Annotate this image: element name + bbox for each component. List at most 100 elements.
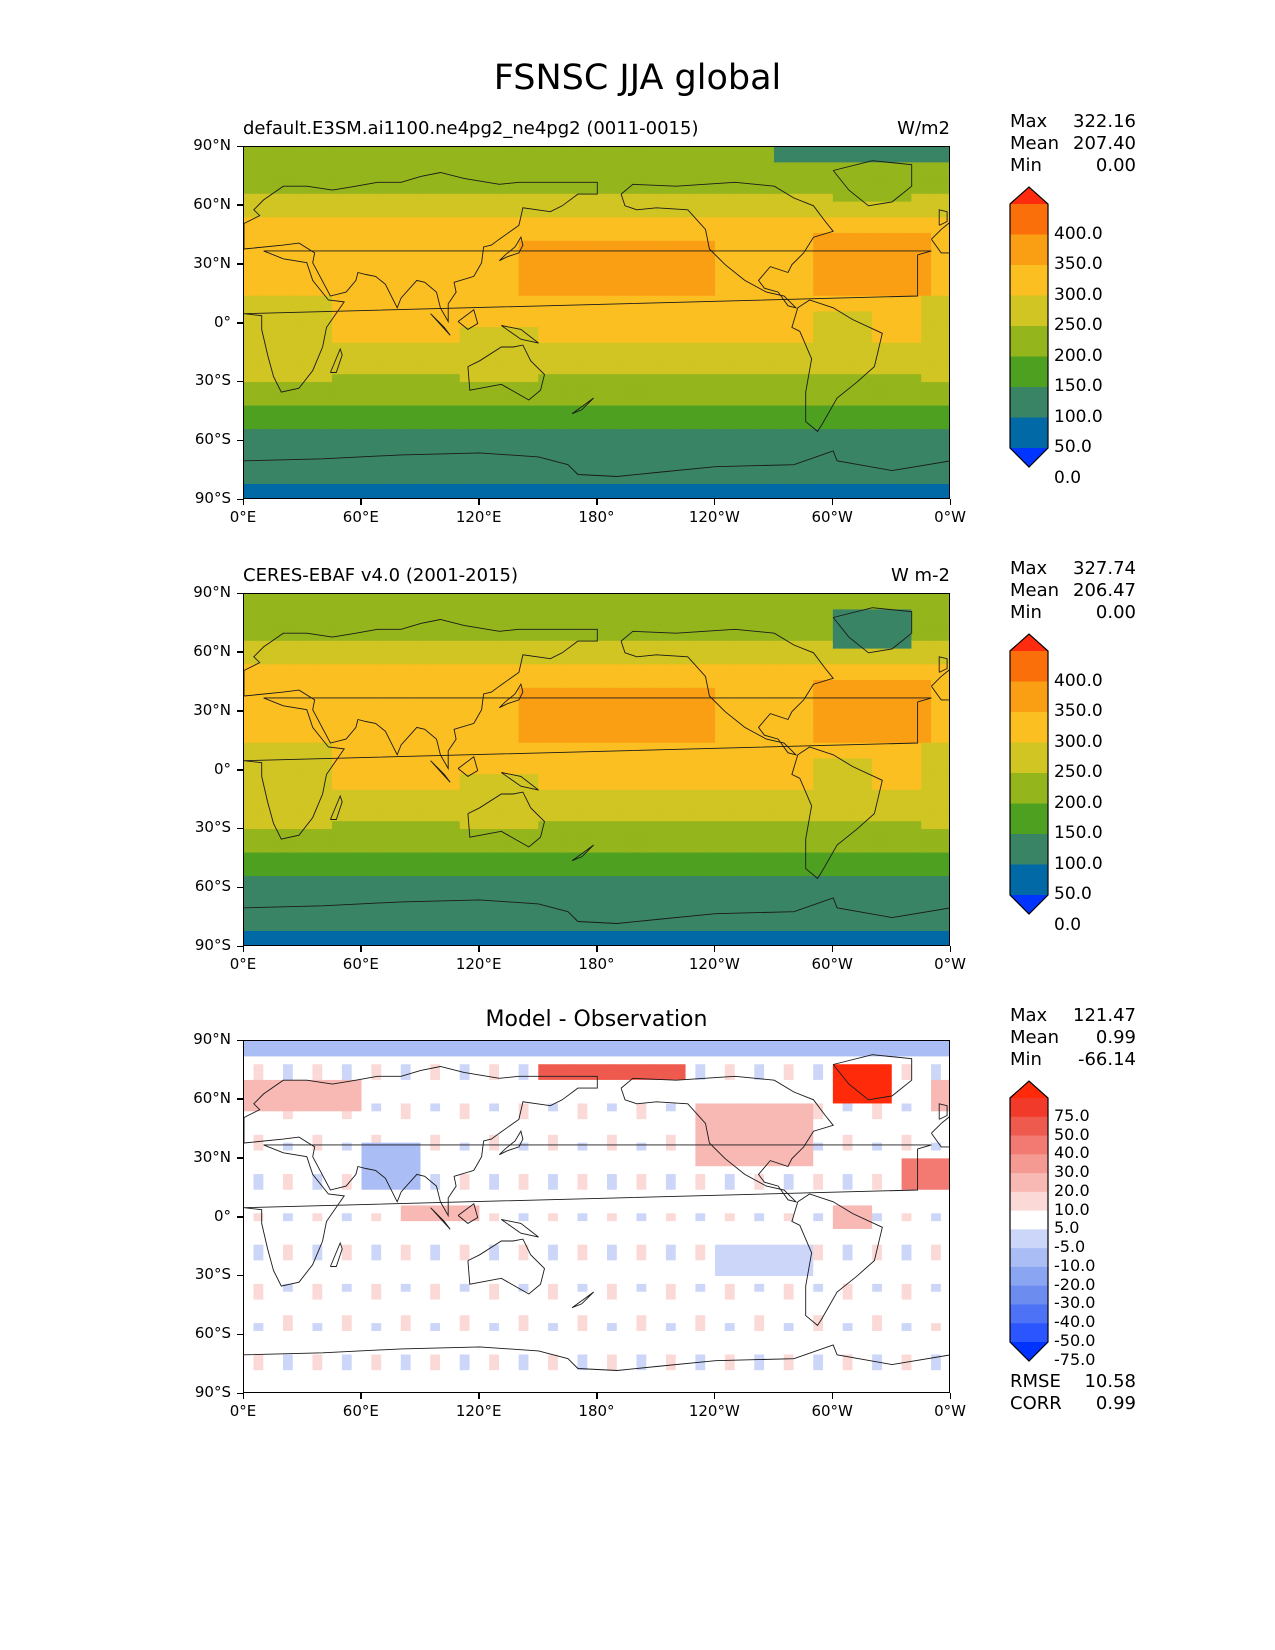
field-cell — [430, 295, 441, 305]
field-cell — [577, 609, 589, 619]
stat-value: 0.00 — [1095, 155, 1136, 176]
field-cell — [931, 405, 942, 415]
field-cell — [273, 695, 284, 705]
field-cell — [292, 232, 304, 242]
field-cell — [823, 460, 834, 470]
field-cell — [891, 421, 903, 430]
field-cell — [567, 350, 579, 360]
field-cell — [361, 248, 373, 258]
field-cell — [400, 836, 412, 846]
field-cell — [567, 444, 579, 454]
field-cell — [253, 719, 265, 728]
field-cell — [823, 311, 834, 321]
field-cell — [430, 444, 441, 454]
field-cell — [499, 436, 510, 446]
field-cell — [302, 672, 314, 681]
field-cell — [410, 915, 422, 924]
field-cell — [773, 374, 785, 383]
field-cell — [842, 429, 854, 438]
field-cell — [292, 899, 304, 909]
field-cell — [302, 829, 314, 838]
field-cell — [381, 727, 392, 736]
field-cell — [361, 421, 373, 430]
field-cell — [911, 468, 923, 477]
field-cell — [479, 774, 490, 783]
field-cell — [341, 303, 353, 313]
field-cell — [499, 727, 510, 736]
field-cell — [616, 327, 628, 336]
field-cell — [901, 280, 913, 289]
field-cell — [685, 287, 697, 297]
field-cell — [528, 201, 540, 211]
map-plot[interactable] — [243, 593, 950, 946]
field-cell — [567, 703, 579, 713]
field-cell — [626, 170, 638, 179]
field-cell — [244, 421, 255, 430]
field-cell — [891, 374, 903, 383]
field-cell — [322, 742, 333, 752]
field-cell — [646, 232, 657, 242]
field-cell — [783, 436, 795, 446]
field-cell — [479, 813, 490, 822]
field-cell — [410, 679, 422, 689]
field-cell — [449, 899, 461, 909]
field-cell — [508, 711, 520, 721]
field-cell — [783, 272, 795, 281]
field-cell — [872, 162, 883, 172]
field-cell — [577, 601, 589, 611]
field-cell — [381, 185, 392, 195]
field-cell — [724, 358, 736, 368]
field-cell — [813, 476, 824, 485]
field-cell — [430, 468, 441, 477]
field-cell — [390, 883, 402, 893]
field-cell — [695, 295, 707, 305]
field-cell — [381, 209, 392, 219]
field-cell — [361, 829, 373, 838]
field-cell — [597, 844, 608, 854]
field-cell — [410, 209, 422, 219]
field-cell — [577, 303, 589, 313]
field-cell — [538, 484, 549, 493]
field-cell — [292, 931, 304, 940]
field-cell — [891, 452, 903, 462]
map-plot[interactable] — [243, 146, 950, 499]
field-cell — [665, 209, 677, 219]
field-cell — [282, 468, 294, 477]
field-cell — [390, 319, 402, 328]
field-cell — [390, 734, 402, 744]
field-cell — [351, 468, 363, 477]
field-cell — [263, 350, 274, 360]
field-cell — [931, 327, 942, 336]
field-cell — [734, 154, 746, 164]
field-cell — [400, 319, 412, 328]
field-cell — [567, 319, 579, 328]
field-cell — [783, 476, 795, 485]
field-cell — [577, 617, 589, 626]
field-cell — [332, 319, 343, 328]
field-cell — [548, 813, 559, 822]
field-cell — [273, 938, 284, 945]
field-cell — [449, 468, 461, 477]
field-cell — [754, 429, 765, 438]
field-cell — [567, 374, 579, 383]
field-cell — [931, 389, 942, 399]
field-cell — [764, 147, 775, 156]
field-cell — [420, 734, 432, 744]
field-cell — [803, 382, 815, 391]
field-cell — [381, 397, 392, 407]
field-cell — [518, 358, 530, 368]
field-cell — [449, 491, 461, 498]
field-cell — [705, 178, 716, 187]
field-cell — [518, 405, 530, 415]
field-cell — [744, 311, 756, 321]
colorbar-segment — [1010, 234, 1048, 266]
field-cell — [430, 178, 441, 187]
field-cell — [891, 319, 903, 328]
field-cell — [273, 162, 284, 172]
field-cell — [754, 397, 765, 407]
field-cell — [244, 405, 255, 415]
continent-outline — [457, 309, 479, 330]
field-cell — [302, 280, 314, 289]
field-cell — [528, 711, 540, 721]
field-cell — [282, 201, 294, 211]
